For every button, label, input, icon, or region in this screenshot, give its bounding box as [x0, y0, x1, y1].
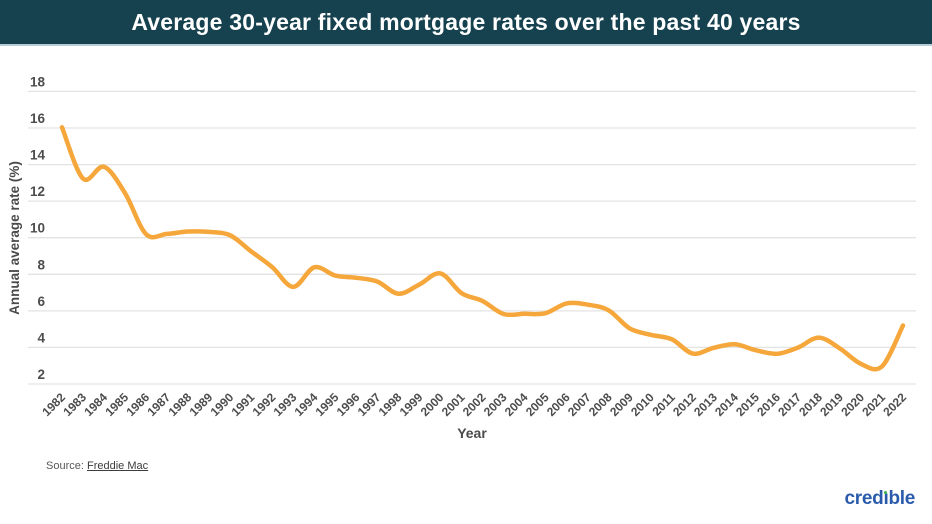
logo-text-pre: cred: [844, 488, 884, 509]
y-tick-label: 18: [30, 74, 46, 89]
source-line: Source: Freddie Mac: [46, 460, 148, 472]
y-tick-label: 14: [30, 148, 46, 163]
y-tick-label: 6: [37, 294, 45, 309]
y-tick-label: 8: [37, 257, 45, 272]
logo-i-stem: ı: [883, 488, 889, 509]
mortgage-rate-line-chart: 2468101214161819821983198419851986198719…: [7, 74, 916, 441]
x-axis-title: Year: [457, 425, 487, 441]
y-tick-label: 4: [37, 330, 45, 345]
chart-title: Average 30-year fixed mortgage rates ove…: [131, 8, 801, 35]
y-tick-label: 2: [37, 367, 45, 382]
x-tick-label: 2022: [880, 390, 909, 419]
logo-i-dot: [883, 490, 888, 494]
logo-text-post: ble: [888, 488, 915, 509]
y-tick-label: 12: [30, 184, 45, 199]
y-tick-label: 10: [30, 221, 45, 236]
source-link[interactable]: Freddie Mac: [86, 460, 149, 472]
source-prefix: Source:: [46, 460, 84, 472]
logo-letter-i: ı: [883, 489, 888, 508]
y-tick-label: 16: [30, 111, 46, 126]
credible-logo: credı ble: [844, 488, 916, 509]
y-axis-title: Annual average rate (%): [7, 161, 22, 315]
rate-line: [59, 125, 906, 372]
title-banner: Average 30-year fixed mortgage rates ove…: [0, 0, 932, 46]
